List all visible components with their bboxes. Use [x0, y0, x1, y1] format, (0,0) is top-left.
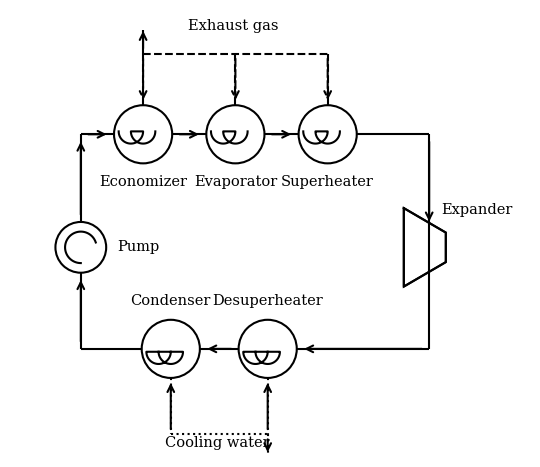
- Text: Superheater: Superheater: [281, 175, 374, 189]
- Text: Cooling water: Cooling water: [165, 436, 269, 450]
- Polygon shape: [404, 208, 446, 287]
- Text: Economizer: Economizer: [99, 175, 187, 189]
- Text: Desuperheater: Desuperheater: [212, 294, 323, 308]
- Text: Condenser: Condenser: [131, 294, 211, 308]
- Text: Expander: Expander: [441, 203, 512, 217]
- Text: Exhaust gas: Exhaust gas: [188, 19, 278, 33]
- Text: Evaporator: Evaporator: [194, 175, 277, 189]
- Text: Pump: Pump: [118, 241, 160, 255]
